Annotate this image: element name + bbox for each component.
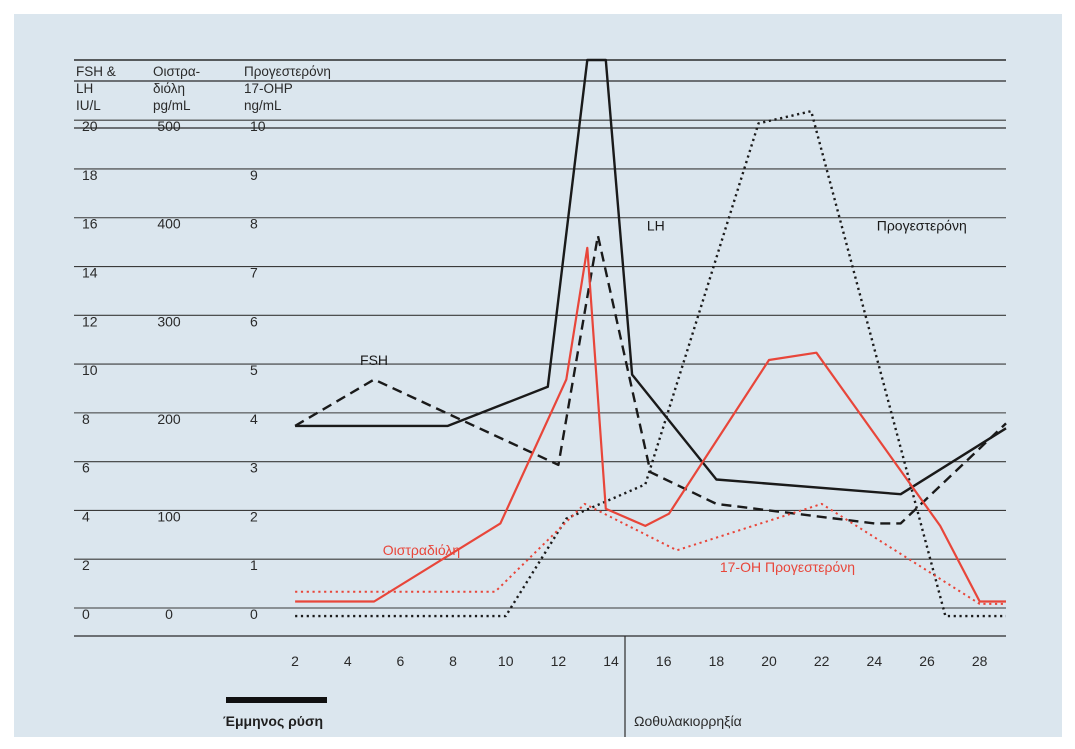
y-tick-label: 0 <box>165 606 173 622</box>
series-line-οιστραδιόλη <box>295 246 1006 603</box>
y-tick-label: 6 <box>250 313 258 329</box>
series-label: 17-OH Προγεστερόνη <box>720 559 855 575</box>
y-tick-labels: 2018161412108642050040030020010001098765… <box>82 118 266 622</box>
y-tick-label: 7 <box>250 265 258 281</box>
y-tick-label: 8 <box>82 411 90 427</box>
y-tick-label: 2 <box>82 557 90 573</box>
y-tick-label: 400 <box>157 216 181 232</box>
x-tick-label: 10 <box>498 653 514 669</box>
column-header-line: IU/L <box>76 98 101 113</box>
x-tick-label: 28 <box>972 653 988 669</box>
series-label: Προγεστερόνη <box>877 218 967 234</box>
x-tick-label: 22 <box>814 653 830 669</box>
column-header-line: ng/mL <box>244 98 282 113</box>
column-header-line: Οιστρα- <box>153 64 200 79</box>
column-header-line: FSH & <box>76 64 116 79</box>
y-tick-label: 8 <box>250 216 258 232</box>
bottom-labels: Έμμηνος ρύση Ωοθυλακιορρηξία <box>223 697 742 729</box>
column-header-line: 17-OHP <box>244 81 293 96</box>
y-tick-label: 4 <box>82 508 90 524</box>
y-tick-label: 10 <box>82 362 98 378</box>
y-tick-label: 3 <box>250 460 258 476</box>
y-tick-label: 500 <box>157 118 181 134</box>
x-tick-label: 16 <box>656 653 672 669</box>
series-label: LH <box>647 218 665 234</box>
ovulation-label: Ωοθυλακιορρηξία <box>634 713 742 729</box>
y-tick-label: 200 <box>157 411 181 427</box>
x-tick-label: 14 <box>603 653 619 669</box>
x-tick-label: 12 <box>551 653 567 669</box>
y-tick-label: 4 <box>250 411 258 427</box>
y-tick-label: 14 <box>82 265 98 281</box>
x-tick-label: 4 <box>344 653 352 669</box>
column-header-line: pg/mL <box>153 98 191 113</box>
x-tick-label: 2 <box>291 653 299 669</box>
x-tick-label: 20 <box>761 653 777 669</box>
x-tick-label: 18 <box>709 653 725 669</box>
x-tick-label: 6 <box>396 653 404 669</box>
series-line-fsh <box>294 234 1007 525</box>
series-line-17-oh-προγεστερόνη <box>295 502 1006 605</box>
column-headers: FSH & LH IU/L Οιστρα-διόλη pg/mL Προγεστερόνη… <box>76 64 331 113</box>
y-tick-label: 0 <box>250 606 258 622</box>
y-tick-label: 5 <box>250 362 258 378</box>
column-header-line: Προγεστερόνη <box>244 64 331 79</box>
y-tick-label: 0 <box>82 606 90 622</box>
series-label: FSH <box>360 352 388 368</box>
y-tick-label: 6 <box>82 460 90 476</box>
menses-bar <box>226 697 327 703</box>
y-tick-label: 20 <box>82 118 98 134</box>
series-lines <box>294 58 1007 618</box>
menses-label: Έμμηνος ρύση <box>223 713 323 729</box>
x-tick-label: 24 <box>867 653 883 669</box>
series-line-lh <box>295 58 1007 496</box>
y-tick-label: 100 <box>157 508 181 524</box>
y-tick-label: 300 <box>157 313 181 329</box>
y-tick-label: 18 <box>82 167 98 183</box>
grid-lines <box>74 59 1006 737</box>
column-header-line: διόλη <box>153 81 185 96</box>
x-tick-label: 26 <box>919 653 935 669</box>
x-tick-label: 8 <box>449 653 457 669</box>
y-tick-label: 10 <box>250 118 266 134</box>
y-tick-label: 16 <box>82 216 98 232</box>
y-tick-label: 1 <box>250 557 258 573</box>
y-tick-label: 2 <box>250 508 258 524</box>
y-tick-label: 9 <box>250 167 258 183</box>
series-label: Οιστραδιόλη <box>383 542 460 558</box>
series-annotations: FSH LH Προγεστερόνη Οιστραδιόλη 17-OH Προγεσ… <box>360 218 967 575</box>
hormone-cycle-chart: FSH & LH IU/L Οιστρα-διόλη pg/mL Προγεστερόνη… <box>74 58 1007 737</box>
y-tick-label: 12 <box>82 313 98 329</box>
x-tick-labels: 2 4 6 8 10 12 14 16 18 20 22 24 26 28 <box>291 653 987 669</box>
chart-frame: FSH & LH IU/L Οιστρα-διόλη pg/mL Προγεστερόνη… <box>14 14 1062 737</box>
column-header-line: LH <box>76 81 93 96</box>
